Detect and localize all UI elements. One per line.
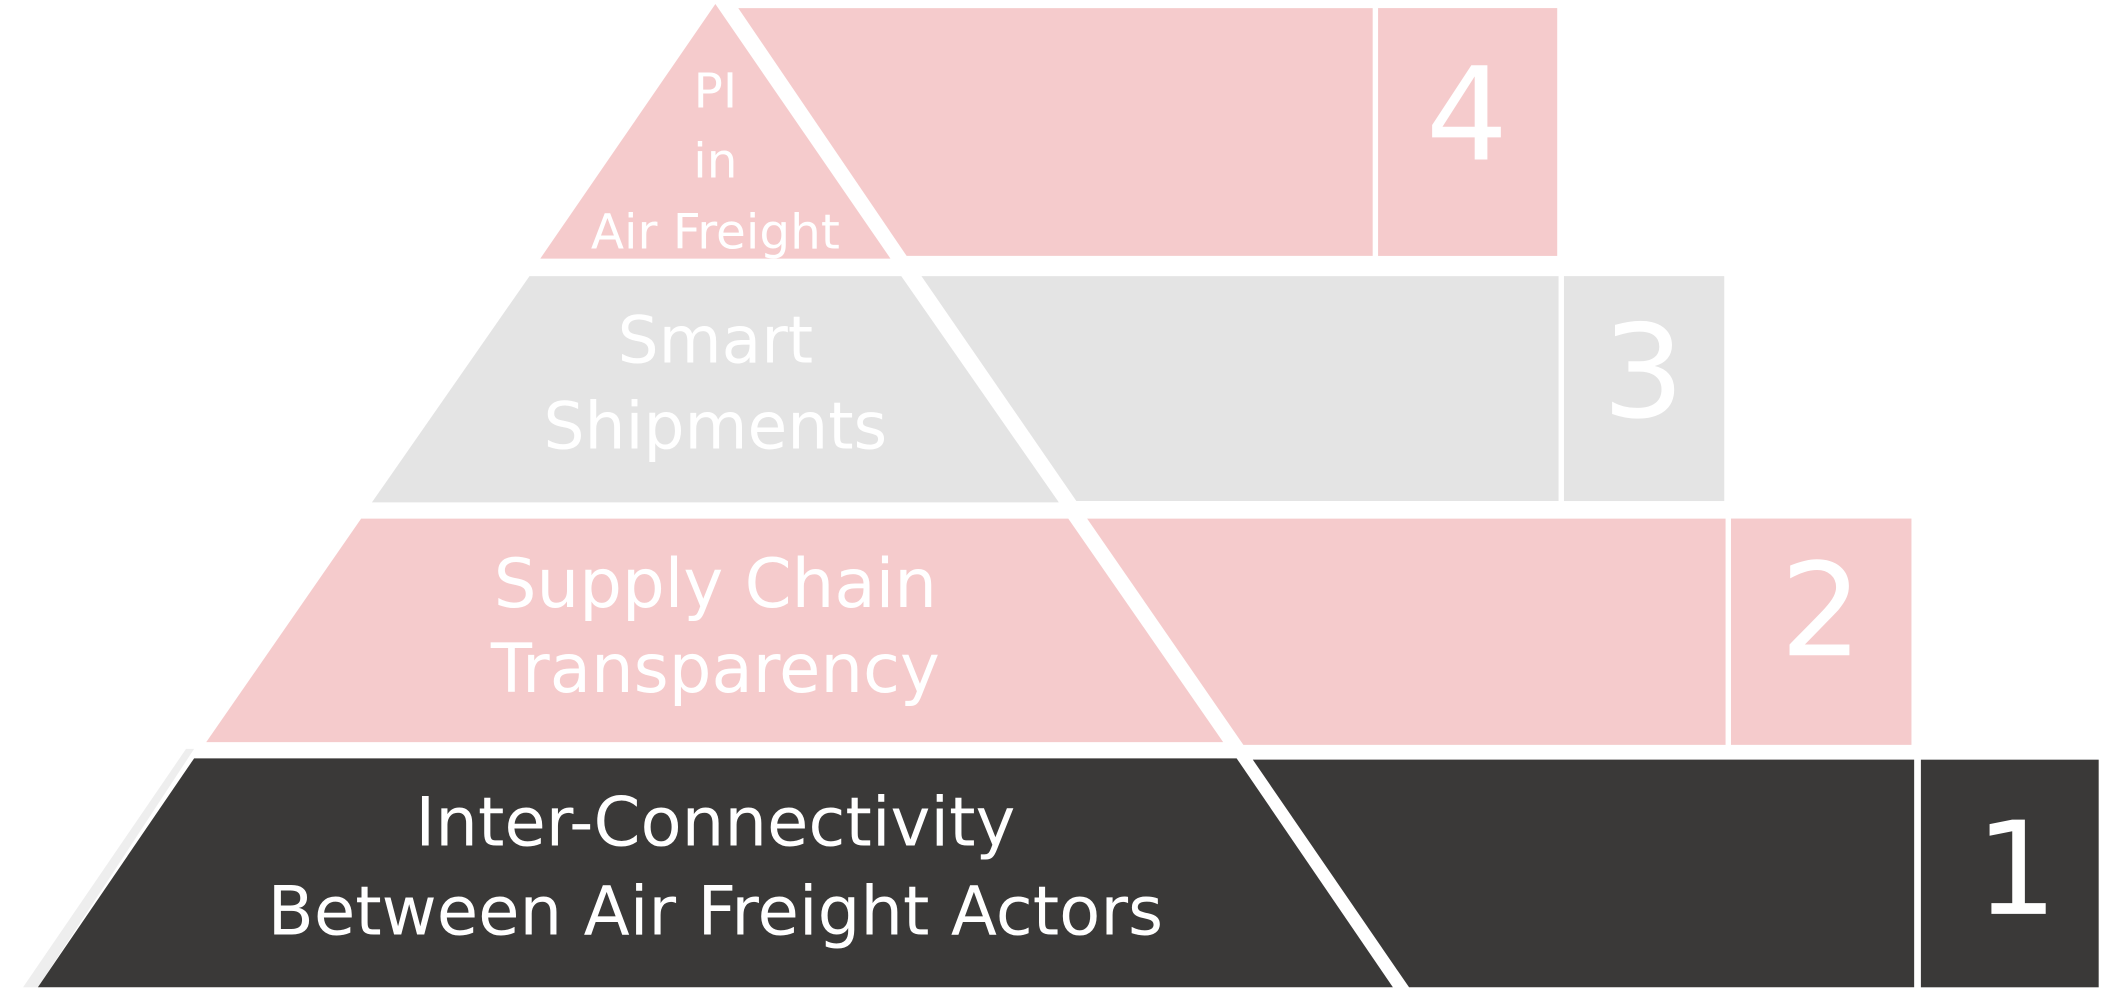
pyramid-level-4 <box>540 4 891 259</box>
level-1-panel <box>1252 759 1915 988</box>
level-2-panel <box>1087 518 1726 745</box>
level-label: Inter-Connectivity <box>415 783 1015 862</box>
level-2-number-box <box>1730 518 1912 745</box>
level-number: 4 <box>1426 41 1508 191</box>
level-label: Air Freight <box>591 205 840 261</box>
level-label: Supply Chain <box>494 544 937 623</box>
level-4-panel <box>738 8 1373 256</box>
pyramid-level-2 <box>206 518 1224 743</box>
level-3-panel <box>921 276 1559 502</box>
level-number: 3 <box>1602 298 1684 448</box>
outline-accent <box>23 748 195 988</box>
level-number: 2 <box>1780 536 1862 686</box>
level-number: 1 <box>1975 795 2057 945</box>
level-label: Shipments <box>544 390 888 465</box>
level-label: Smart <box>618 303 814 378</box>
pyramid-level-3 <box>371 276 1059 503</box>
level-1-number-box <box>1920 759 2099 988</box>
level-label: Transparency <box>490 629 940 708</box>
level-4-number-box <box>1378 8 1558 256</box>
pyramid-level-1 <box>37 758 1393 988</box>
level-label: Between Air Freight Actors <box>268 871 1163 950</box>
level-label: in <box>693 133 737 189</box>
level-label: PI <box>694 63 738 119</box>
level-3-number-box <box>1563 276 1725 502</box>
